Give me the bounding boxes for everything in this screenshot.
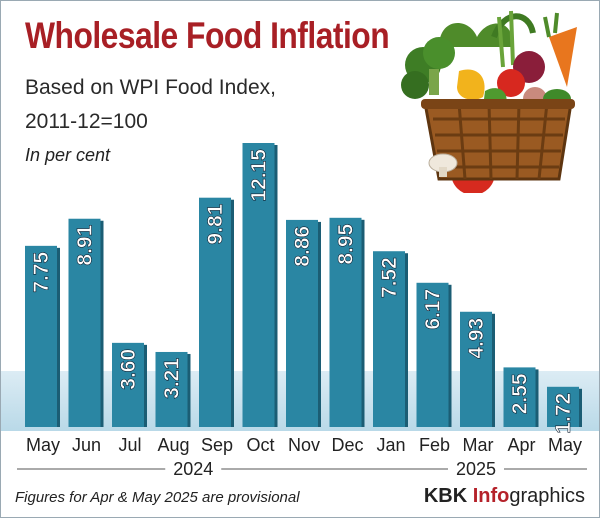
- bar: [460, 311, 492, 427]
- bar: [329, 217, 362, 427]
- brand-part-3: graphics: [509, 485, 585, 507]
- data-label-outline: 8.91: [74, 224, 97, 265]
- data-label: 8.86: [291, 226, 314, 267]
- category-label: Apr: [507, 435, 535, 455]
- bar-group: 8.868.86: [286, 219, 321, 427]
- data-label-outline: 1.72: [552, 393, 575, 434]
- category-label: Jul: [118, 435, 141, 455]
- bar-group: 6.176.17: [416, 282, 452, 427]
- bar-group: 8.958.95: [329, 217, 365, 427]
- basket-icon: [421, 99, 575, 181]
- brand-logo: KBK Infographics: [424, 485, 585, 508]
- bar-group: 2.552.55: [503, 367, 539, 427]
- bar-group: 4.934.93: [460, 311, 495, 427]
- bar: [503, 367, 536, 427]
- data-label-outline: 4.93: [465, 318, 488, 359]
- data-label: 1.72: [552, 393, 575, 434]
- data-label-outline: 9.81: [204, 203, 227, 244]
- chart-subtitle: Based on WPI Food Index, 2011-12=100: [25, 71, 276, 139]
- data-label-outline: 8.95: [335, 223, 358, 264]
- data-label-outline: 12.15: [248, 149, 271, 202]
- category-label: Sep: [201, 435, 233, 455]
- unit-label: In per cent: [25, 145, 111, 165]
- chart-title: Wholesale Food Inflation: [25, 15, 390, 56]
- data-label: 8.95: [335, 223, 358, 264]
- category-label: Mar: [463, 435, 494, 455]
- data-label: 3.60: [117, 349, 140, 390]
- subtitle-line-2: 2011-12=100: [25, 110, 148, 133]
- data-label-outline: 2.55: [509, 373, 532, 414]
- bar-group: 3.213.21: [155, 351, 191, 427]
- carrot-icon: [543, 12, 577, 87]
- bar-group: 8.918.91: [68, 218, 104, 427]
- year-label: 2025: [456, 459, 496, 479]
- bar-group: 1.721.72: [547, 386, 582, 434]
- data-label: 9.81: [204, 203, 227, 244]
- broccoli-icon: [401, 37, 455, 99]
- bar: [112, 342, 144, 427]
- data-label-outline: 3.21: [161, 358, 184, 399]
- brand-part-2: Info: [472, 485, 510, 507]
- mushroom-icon: [428, 153, 458, 177]
- category-label: May: [26, 435, 60, 455]
- bar: [416, 282, 449, 427]
- bar: [25, 245, 57, 427]
- bar: [547, 386, 579, 427]
- data-label-outline: 6.17: [422, 289, 445, 330]
- category-label: Dec: [331, 435, 363, 455]
- bar-group: 9.819.81: [199, 197, 234, 427]
- bar: [68, 218, 101, 427]
- category-label: Jan: [376, 435, 405, 455]
- data-label: 2.55: [509, 373, 532, 414]
- category-label: Aug: [157, 435, 189, 455]
- footnote: Figures for Apr & May 2025 are provision…: [15, 489, 300, 506]
- data-label: 8.91: [74, 224, 97, 265]
- data-label: 6.17: [422, 289, 445, 330]
- vegetable-basket-illustration: [401, 10, 577, 193]
- data-label: 4.93: [465, 318, 488, 359]
- category-label: Oct: [246, 435, 274, 455]
- bar-chart: 7.757.75 May 8.918.91 Jun 3.603.60 Jul 3.213.2…: [17, 143, 587, 479]
- bar: [286, 219, 318, 427]
- data-label: 7.52: [378, 257, 401, 298]
- data-label: 7.75: [30, 252, 53, 293]
- category-label: Feb: [419, 435, 450, 455]
- data-label-outline: 7.75: [30, 252, 53, 293]
- data-label-outline: 7.52: [378, 257, 401, 298]
- bar: [373, 251, 405, 427]
- category-label: Nov: [288, 435, 320, 455]
- category-label: Jun: [72, 435, 101, 455]
- data-label-outline: 8.86: [291, 226, 314, 267]
- bar-group: 7.757.75: [25, 245, 60, 427]
- bar: [155, 351, 188, 427]
- bar: [242, 143, 275, 427]
- subtitle-line-1: Based on WPI Food Index,: [25, 76, 276, 99]
- bar-group: 7.527.52: [373, 251, 408, 427]
- leafy-greens-icon: [439, 10, 536, 68]
- data-label-outline: 3.60: [117, 349, 140, 390]
- data-label: 3.21: [161, 358, 184, 399]
- year-label: 2024: [173, 459, 213, 479]
- bar-group: 3.603.60: [112, 342, 147, 427]
- category-label: May: [548, 435, 582, 455]
- bar: [199, 197, 231, 427]
- data-label: 12.15: [248, 149, 271, 202]
- brand-part-1: KBK: [423, 485, 473, 507]
